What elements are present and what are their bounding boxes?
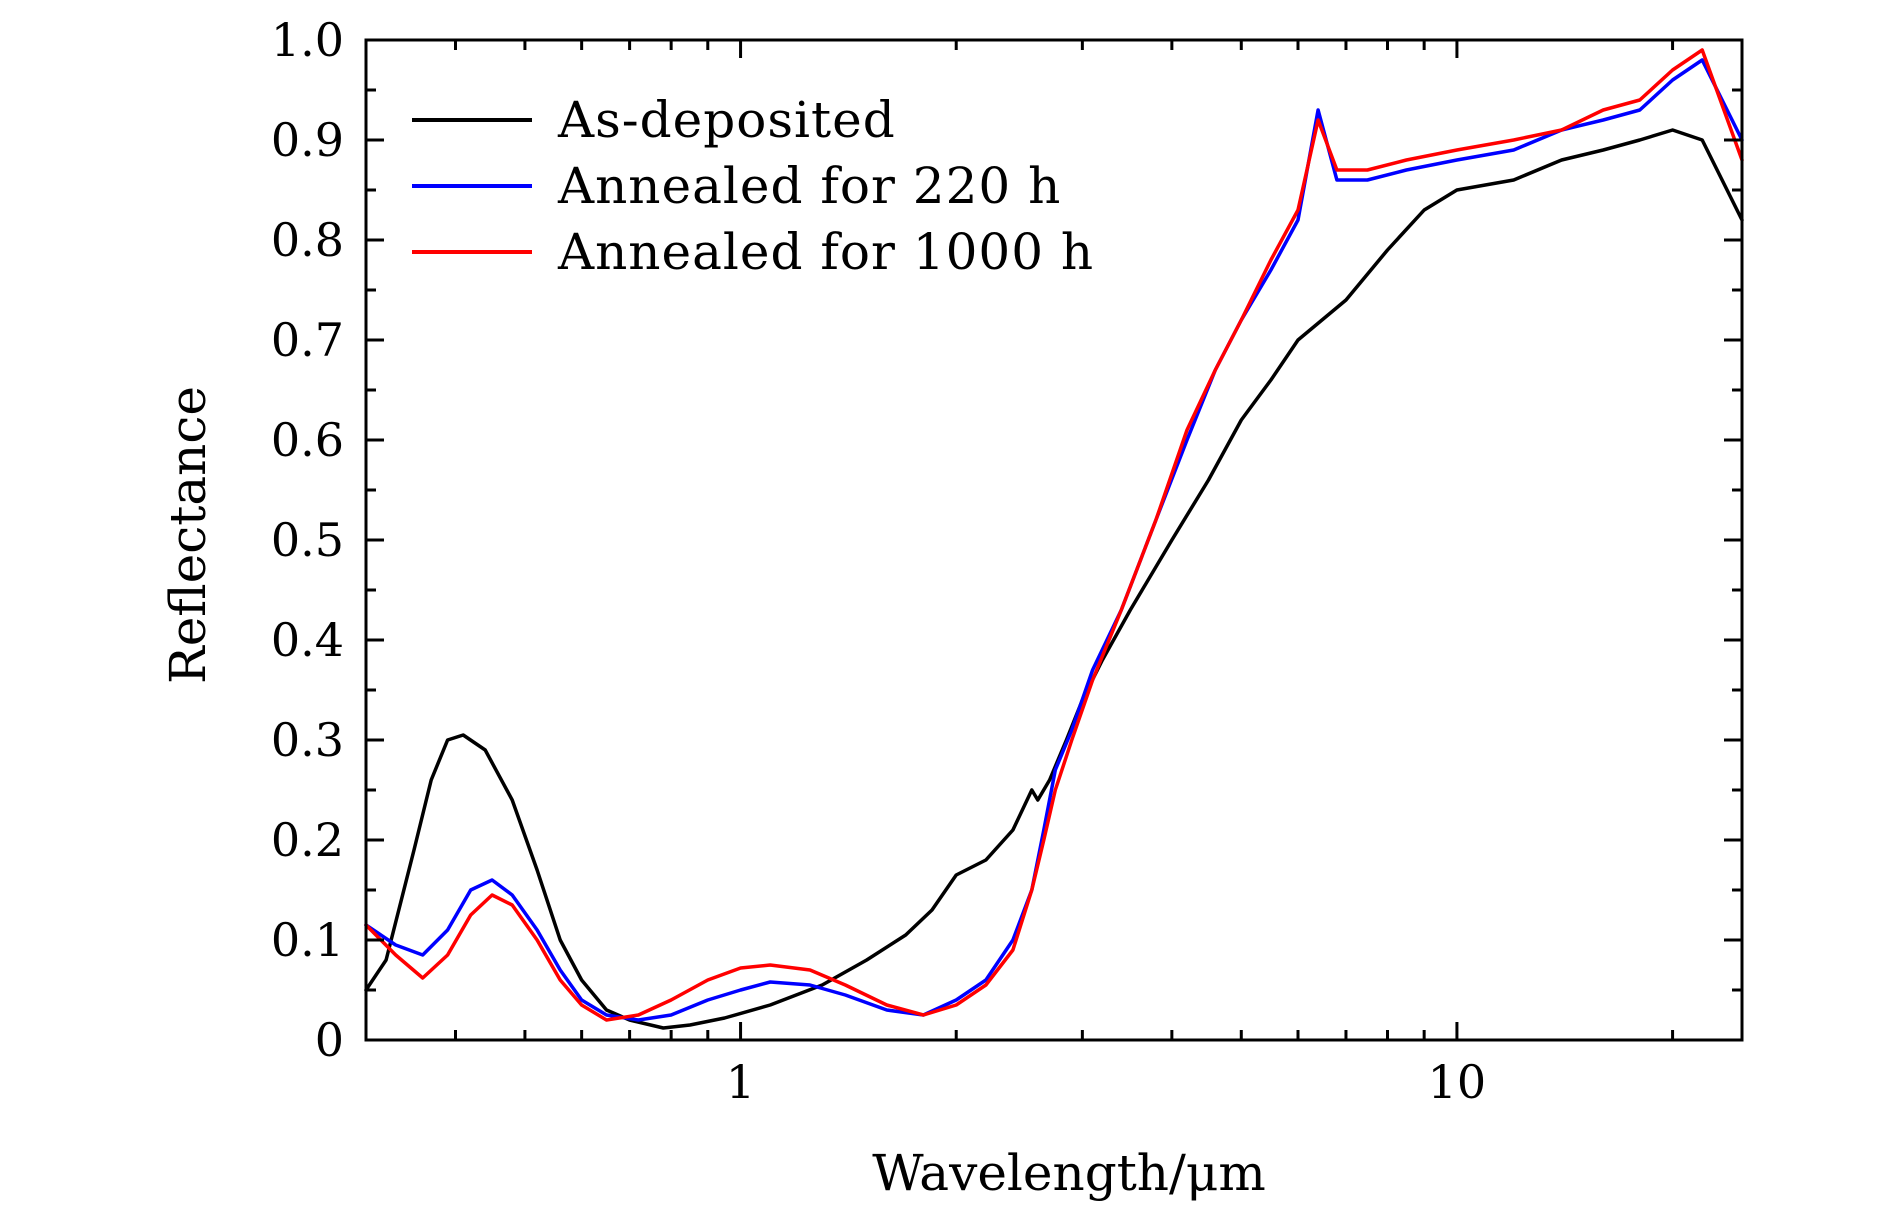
y-tick-label: 0.8: [271, 213, 344, 267]
legend-label-annealed-220h: Annealed for 220 h: [557, 157, 1061, 215]
legend-label-as-deposited: As-deposited: [557, 91, 896, 149]
y-tick-label: 0.1: [271, 913, 344, 967]
series-line-as-deposited: [364, 128, 1744, 1030]
y-tick-label: 1.0: [271, 13, 344, 67]
y-tick-label: 0.6: [271, 413, 344, 467]
y-tick-label: 0: [315, 1013, 344, 1067]
x-axis-title: Wavelength/μm: [872, 1144, 1266, 1202]
y-tick-label: 0.9: [271, 113, 344, 167]
tick-layer: 0 0.1 0.2 0.3 0.4 0.5 0.6 0.7 0.8 0.9 1.0 1 10: [271, 13, 1742, 1109]
x-tick-label: 1: [726, 1055, 755, 1109]
y-tick-label: 0.7: [271, 313, 344, 367]
y-axis-title: Reflectance: [159, 386, 217, 684]
series-line-annealed-1000h: [364, 48, 1744, 1022]
legend: As-deposited Annealed for 220 h Annealed f…: [412, 91, 1094, 281]
y-tick-label: 0.5: [271, 513, 344, 567]
series-layer: [364, 48, 1744, 1030]
y-tick-label: 0.2: [271, 813, 344, 867]
x-tick-label: 10: [1428, 1055, 1487, 1109]
y-tick-label: 0.4: [271, 613, 344, 667]
legend-label-annealed-1000h: Annealed for 1000 h: [557, 223, 1094, 281]
y-tick-label: 0.3: [271, 713, 344, 767]
